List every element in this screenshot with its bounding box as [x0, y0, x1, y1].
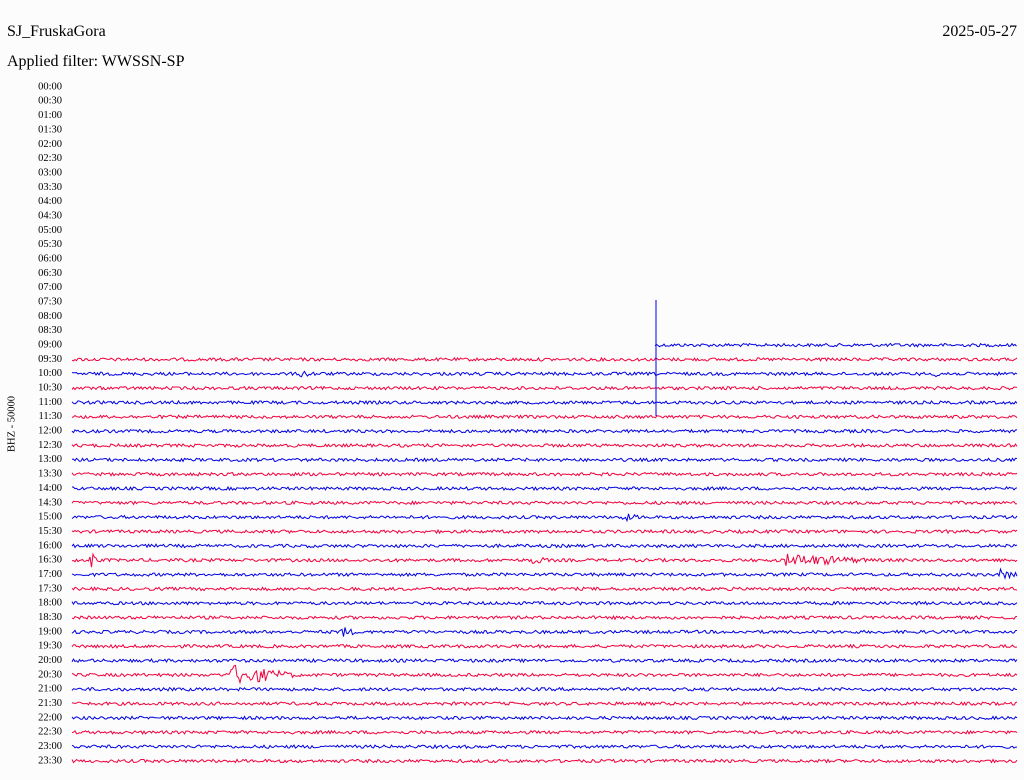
trace: [71, 729, 1018, 735]
trace: [71, 500, 1018, 506]
time-label: 05:30: [38, 239, 62, 250]
time-label: 20:30: [38, 669, 62, 680]
trace: [71, 686, 1018, 692]
time-label: 13:00: [38, 454, 62, 465]
trace: [71, 567, 1018, 580]
time-label: 01:00: [38, 110, 62, 121]
time-label: 07:30: [38, 297, 62, 308]
time-label: 13:30: [38, 469, 62, 480]
time-label: 02:30: [38, 153, 62, 164]
time-label: 18:00: [38, 598, 62, 609]
time-label: 23:00: [38, 741, 62, 752]
trace: [71, 414, 1018, 420]
time-label: 12:00: [38, 426, 62, 437]
station-title: SJ_FruskaGora: [7, 23, 106, 40]
time-label: 11:00: [38, 397, 62, 408]
time-label: 19:30: [38, 641, 62, 652]
time-label: 14:30: [38, 497, 62, 508]
time-label: 15:00: [38, 512, 62, 523]
time-label: 22:30: [38, 727, 62, 738]
trace: [71, 399, 1018, 406]
trace: [71, 442, 1018, 449]
time-label: 16:30: [38, 555, 62, 566]
time-label: 09:30: [38, 354, 62, 365]
time-label: 07:00: [38, 282, 62, 293]
time-label: 00:00: [38, 81, 62, 92]
trace: [71, 457, 1018, 463]
time-label: 02:00: [38, 139, 62, 150]
trace: [71, 385, 1018, 391]
trace: [71, 627, 1018, 637]
trace: [71, 485, 1018, 492]
trace: [71, 743, 1017, 750]
trace: [71, 701, 1018, 707]
time-label: 19:00: [38, 626, 62, 637]
trace: [71, 614, 1018, 621]
time-label: 14:00: [38, 483, 62, 494]
trace: [71, 600, 1018, 606]
time-label: 11:30: [38, 411, 62, 422]
trace: [71, 715, 1018, 721]
time-label: 10:00: [38, 368, 62, 379]
time-label: 12:30: [38, 440, 62, 451]
time-label: 09:00: [38, 340, 62, 351]
channel-label: BHZ - 50000: [6, 396, 17, 452]
traces: [71, 300, 1018, 764]
time-label: 10:30: [38, 383, 62, 394]
trace: [71, 758, 1018, 764]
trace: [71, 586, 1018, 592]
time-label: 17:30: [38, 583, 62, 594]
time-label: 08:00: [38, 311, 62, 322]
time-label: 06:30: [38, 268, 62, 279]
trace: [71, 513, 1018, 523]
time-label: 00:30: [38, 96, 62, 107]
trace: [71, 552, 1018, 568]
time-label: 05:00: [38, 225, 62, 236]
trace: [71, 370, 1018, 378]
trace: [71, 356, 1018, 362]
time-label: 04:30: [38, 210, 62, 221]
time-label: 08:30: [38, 325, 62, 336]
trace: [71, 528, 1018, 535]
trace: [71, 664, 1018, 685]
time-label: 04:00: [38, 196, 62, 207]
time-label: 15:30: [38, 526, 62, 537]
time-label: 01:30: [38, 124, 62, 135]
time-label: 20:00: [38, 655, 62, 666]
time-label: 21:30: [38, 698, 62, 709]
trace: [71, 657, 1018, 664]
filter: Applied filter: WWSSN-SP: [7, 53, 185, 70]
time-label: 03:00: [38, 167, 62, 178]
time-label: 17:00: [38, 569, 62, 580]
time-label: 22:00: [38, 712, 62, 723]
date: 2025-05-27: [942, 23, 1017, 40]
trace: [71, 428, 1018, 434]
time-label: 03:30: [38, 182, 62, 193]
trace: [71, 643, 1018, 649]
trace: [71, 543, 1018, 549]
time-label: 16:00: [38, 540, 62, 551]
trace: [654, 342, 1017, 348]
time-label: 06:00: [38, 253, 62, 264]
time-label: 18:30: [38, 612, 62, 623]
time-label: 21:00: [38, 684, 62, 695]
trace: [71, 471, 1018, 477]
time-label: 23:30: [38, 755, 62, 766]
